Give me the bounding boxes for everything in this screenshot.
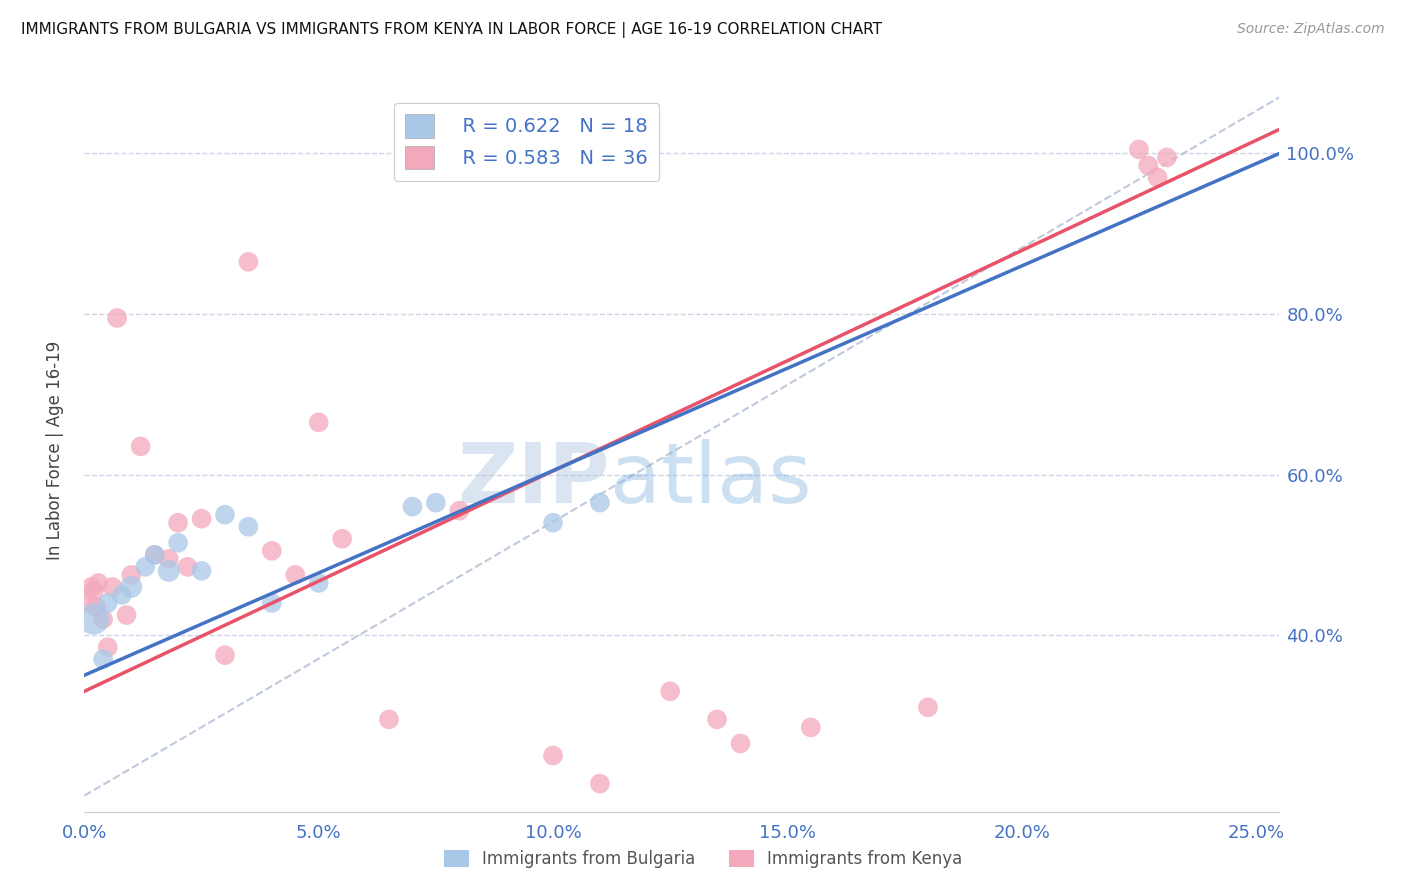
Text: IMMIGRANTS FROM BULGARIA VS IMMIGRANTS FROM KENYA IN LABOR FORCE | AGE 16-19 COR: IMMIGRANTS FROM BULGARIA VS IMMIGRANTS F… — [21, 22, 882, 38]
Point — [449, 503, 471, 517]
Point — [541, 516, 564, 530]
Point — [115, 608, 138, 623]
Point — [706, 712, 728, 726]
Point — [730, 737, 752, 751]
Point — [143, 548, 166, 562]
Point — [308, 576, 330, 591]
Point — [238, 254, 260, 268]
Point — [83, 583, 105, 598]
Point — [91, 612, 114, 626]
Point — [214, 648, 236, 662]
Point — [238, 519, 260, 533]
Point — [83, 612, 105, 626]
Point — [111, 588, 134, 602]
Point — [120, 567, 142, 582]
Y-axis label: In Labor Force | Age 16-19: In Labor Force | Age 16-19 — [45, 341, 63, 560]
Point — [105, 310, 128, 325]
Text: ZIP: ZIP — [458, 439, 610, 520]
Point — [260, 543, 283, 558]
Point — [541, 748, 564, 763]
Point — [1137, 158, 1160, 172]
Point — [917, 700, 939, 714]
Point — [84, 599, 107, 614]
Point — [157, 564, 180, 578]
Point — [1146, 170, 1168, 185]
Point — [308, 415, 330, 429]
Point — [330, 532, 353, 546]
Point — [1128, 142, 1150, 156]
Legend: Immigrants from Bulgaria, Immigrants from Kenya: Immigrants from Bulgaria, Immigrants fro… — [437, 843, 969, 875]
Point — [120, 580, 142, 594]
Point — [143, 548, 166, 562]
Point — [425, 495, 447, 509]
Point — [401, 500, 423, 514]
Point — [190, 564, 212, 578]
Point — [134, 560, 156, 574]
Point — [176, 560, 198, 574]
Point — [260, 596, 283, 610]
Point — [589, 776, 612, 790]
Point — [101, 580, 124, 594]
Point — [378, 712, 401, 726]
Point — [214, 508, 236, 522]
Point — [97, 596, 120, 610]
Point — [97, 640, 120, 655]
Text: Source: ZipAtlas.com: Source: ZipAtlas.com — [1237, 22, 1385, 37]
Text: atlas: atlas — [610, 439, 811, 520]
Point — [77, 596, 100, 610]
Point — [800, 721, 823, 735]
Point — [157, 551, 180, 566]
Legend:   R = 0.622   N = 18,   R = 0.583   N = 36: R = 0.622 N = 18, R = 0.583 N = 36 — [394, 103, 659, 181]
Point — [80, 580, 103, 594]
Point — [1156, 150, 1178, 164]
Point — [659, 684, 682, 698]
Point — [129, 439, 152, 453]
Point — [91, 652, 114, 666]
Point — [284, 567, 307, 582]
Point — [167, 535, 190, 549]
Point — [589, 495, 612, 509]
Point — [167, 516, 190, 530]
Point — [190, 511, 212, 525]
Point — [87, 576, 110, 591]
